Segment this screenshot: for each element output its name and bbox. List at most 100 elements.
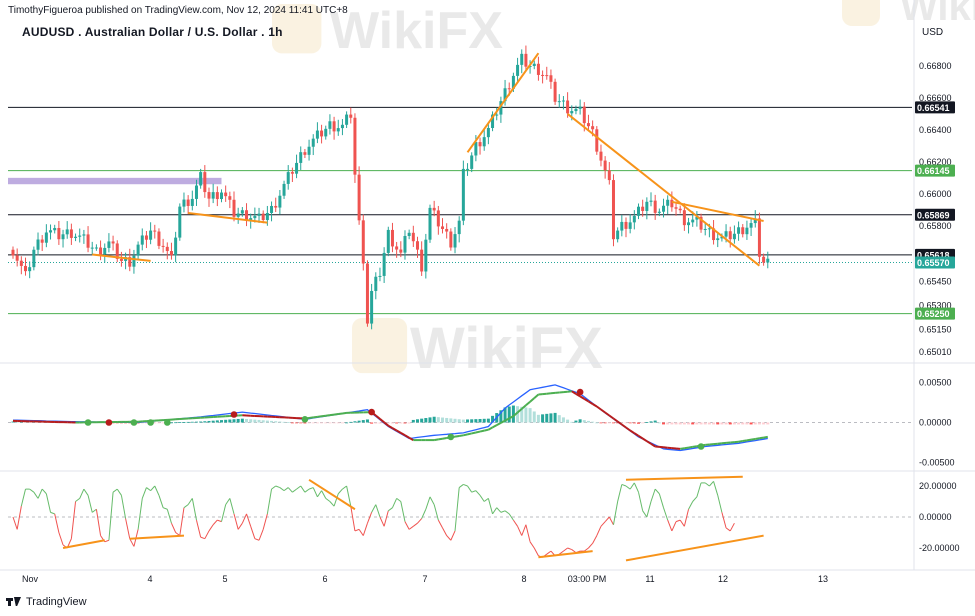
candle-body	[586, 123, 590, 127]
signal-cross-marker	[447, 433, 455, 441]
candle-body	[324, 128, 328, 137]
macd-histogram-bar	[749, 422, 753, 425]
macd-histogram-bar	[545, 413, 549, 423]
candle-body	[136, 244, 140, 256]
price-tick-label: 0.66600	[919, 93, 952, 103]
oscillator-segment	[95, 509, 102, 536]
oscillator-segment	[212, 519, 218, 526]
candle-body	[637, 206, 640, 216]
signal-segment	[321, 414, 326, 418]
macd-histogram-bar	[265, 420, 269, 423]
oscillator-trendline	[625, 534, 764, 562]
signal-segment	[742, 439, 748, 443]
signal-segment	[467, 432, 472, 436]
macd-histogram-bar	[753, 422, 757, 425]
signal-cross-marker	[576, 388, 584, 396]
candle-body	[245, 210, 249, 221]
price-level-tag-bg	[915, 256, 955, 269]
candle-body	[541, 74, 545, 76]
oscillator-segment	[20, 488, 26, 507]
oscillator-segment	[450, 530, 456, 541]
price-level-tag: 0.66541	[915, 101, 955, 114]
price-tick-label: 0.66200	[919, 157, 952, 167]
candle-body	[591, 126, 595, 130]
oscillator-segment	[41, 488, 47, 495]
candle-body	[678, 208, 682, 211]
oscillator-segment	[371, 504, 377, 513]
signal-segment	[325, 414, 331, 417]
candle-body	[78, 235, 82, 237]
oscillator-segment	[709, 481, 714, 487]
price-trendline	[566, 113, 761, 267]
oscillator-segment	[266, 489, 273, 514]
signal-segment	[680, 447, 685, 450]
macd-histogram-bar	[320, 422, 324, 424]
candle-body	[90, 247, 94, 249]
macd-histogram-bar	[161, 422, 165, 424]
candle-body	[415, 241, 419, 250]
candle-body	[466, 168, 470, 170]
oscillator-segment	[721, 512, 727, 528]
oscillator-segment	[79, 488, 85, 499]
signal-segment	[479, 429, 485, 433]
signal-segment	[308, 416, 314, 419]
candle-body	[616, 230, 620, 240]
macd-histogram-bar	[407, 422, 411, 424]
macd-histogram-bar	[762, 422, 766, 425]
candle-body	[253, 215, 257, 219]
candle-body	[111, 241, 115, 244]
candle-body	[315, 130, 319, 139]
macd-histogram-bar	[257, 419, 261, 423]
oscillator-segment	[567, 547, 572, 551]
candle-body	[178, 206, 182, 238]
signal-segment	[738, 440, 743, 443]
candle-body	[69, 229, 73, 238]
macd-histogram-bar	[657, 422, 661, 424]
signal-segment	[375, 414, 381, 420]
candle-body	[632, 215, 636, 223]
candle-body	[128, 257, 132, 267]
macd-histogram-bar	[616, 422, 620, 424]
oscillator-segment	[437, 519, 443, 529]
signal-cross-marker	[230, 411, 238, 418]
oscillator-segment	[375, 504, 381, 518]
candle-body	[716, 238, 720, 241]
oscillator-segment	[308, 487, 314, 490]
candle-body	[712, 228, 716, 241]
macd-histogram-bar	[420, 418, 424, 423]
oscillator-segment	[463, 483, 468, 487]
macd-histogram-bar	[528, 408, 532, 423]
signal-segment	[475, 430, 481, 434]
signal-segment	[396, 429, 402, 434]
oscillator-segment	[671, 521, 677, 532]
macd-histogram-bar	[499, 410, 503, 423]
candle-body	[607, 170, 611, 181]
candle-body	[240, 210, 244, 214]
candle-body	[478, 142, 482, 147]
candle-body	[424, 239, 428, 272]
macd-histogram-bar	[470, 419, 474, 423]
oscillator-segment	[287, 487, 293, 493]
macd-histogram-bar	[340, 422, 344, 424]
candle-body	[553, 81, 557, 102]
macd-histogram-bar	[712, 422, 716, 425]
macd-histogram-bar	[228, 419, 232, 423]
candle-body	[762, 256, 766, 263]
oscillator-segment	[592, 535, 598, 544]
oscillator-segment	[717, 495, 723, 513]
signal-segment	[459, 434, 464, 437]
macd-histogram-bar	[574, 420, 578, 423]
oscillator-segment	[191, 498, 197, 521]
macd-histogram-bar	[203, 421, 207, 423]
macd-histogram-bar	[645, 422, 649, 423]
oscillator-segment	[433, 504, 439, 521]
candle-body	[61, 234, 65, 240]
signal-segment	[508, 415, 514, 420]
macd-histogram-bar	[303, 422, 307, 424]
tradingview-footer[interactable]: TradingView	[6, 596, 87, 608]
macd-histogram-bar	[357, 420, 361, 423]
oscillator-segment	[388, 507, 393, 512]
candle-body	[411, 232, 415, 242]
time-tick-label: 13	[818, 574, 828, 584]
